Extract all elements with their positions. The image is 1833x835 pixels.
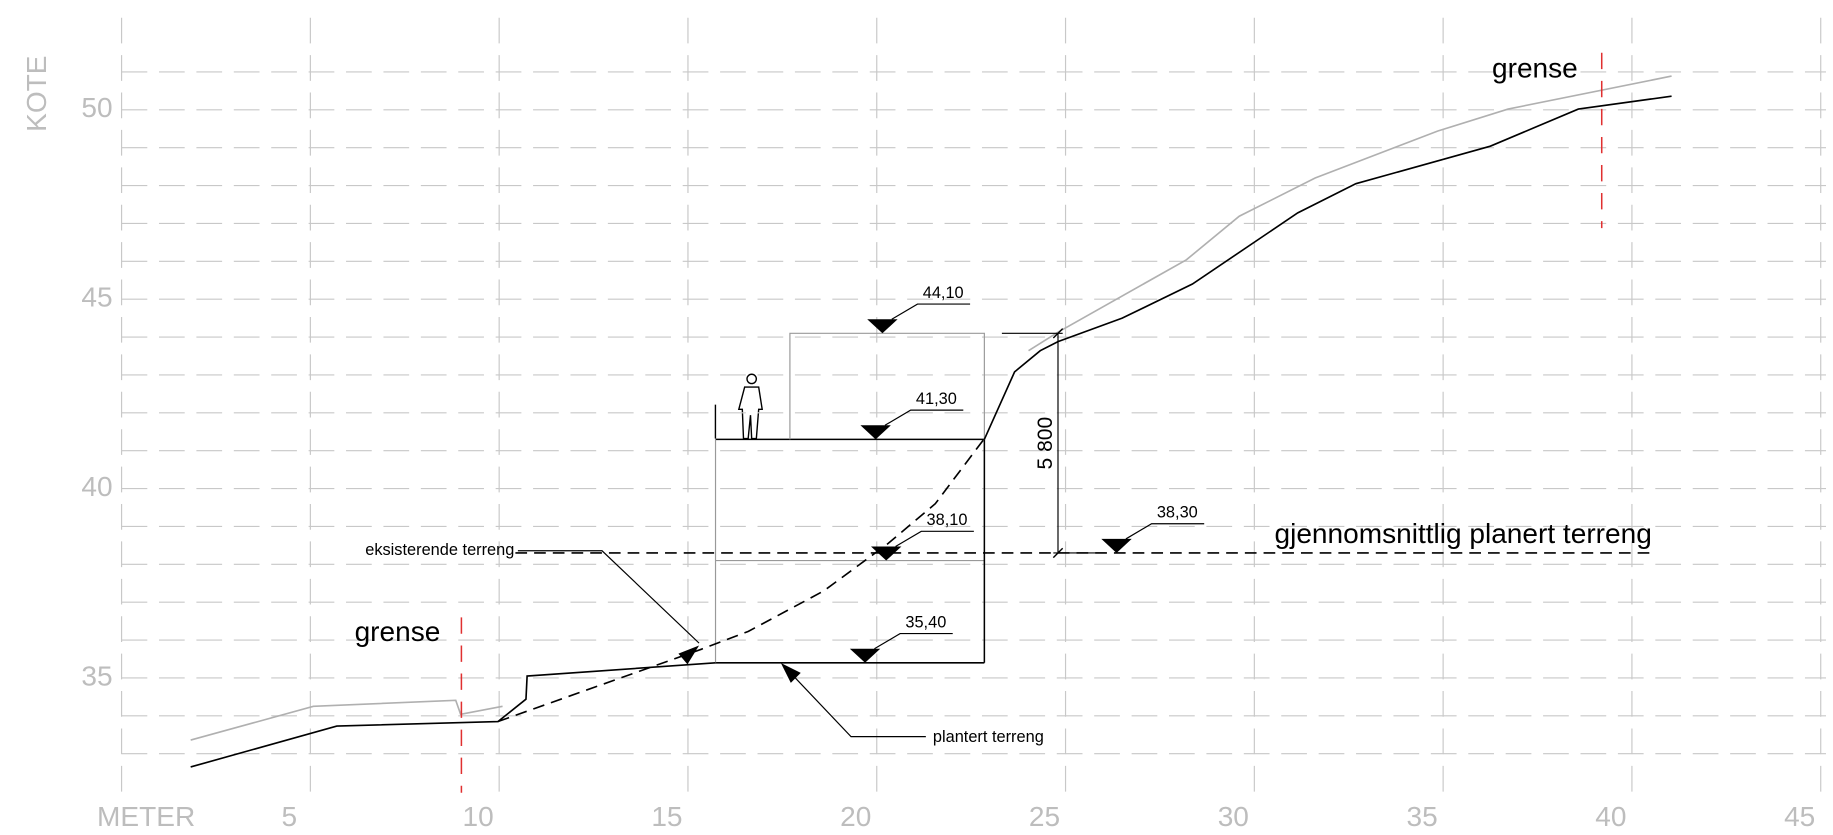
terrain-line — [190, 75, 1672, 741]
level-marker — [1101, 538, 1132, 553]
boundary-label: grense — [355, 616, 441, 647]
level-label: 38,30 — [1157, 504, 1198, 522]
callout-label: plantert terreng — [933, 728, 1044, 746]
level-marker — [860, 425, 891, 440]
level-leader — [1125, 523, 1205, 540]
x-tick-label: 10 — [463, 801, 494, 832]
x-tick-label: 5 — [282, 801, 298, 832]
level-marker — [870, 546, 902, 561]
terrain-line — [190, 95, 1672, 768]
terrain-line — [497, 438, 986, 723]
dimension-label: 5 800 — [1034, 417, 1057, 470]
x-tick-label: 40 — [1595, 801, 1626, 832]
level-marker — [867, 319, 898, 334]
y-tick-label: 45 — [81, 282, 112, 313]
dimension-tick — [1052, 328, 1064, 339]
building-upper — [789, 332, 985, 440]
level-leader — [891, 303, 971, 320]
x-tick-label: 45 — [1784, 801, 1815, 832]
x-tick-label: 25 — [1029, 801, 1060, 832]
level-label: 41,30 — [916, 390, 957, 408]
level-leader — [874, 632, 953, 650]
level-marker — [849, 648, 881, 663]
arrow-head — [780, 662, 801, 683]
level-label: 44,10 — [923, 284, 964, 302]
x-tick-label: 35 — [1406, 801, 1437, 832]
level-leader — [884, 409, 964, 426]
y-tick-label: 40 — [81, 471, 112, 502]
callout-label: eksisterende terreng — [365, 541, 514, 559]
x-tick-label: 20 — [840, 801, 871, 832]
y-tick-label: 35 — [81, 660, 112, 691]
y-axis-label: KOTE — [21, 55, 52, 131]
y-tick-label: 50 — [81, 92, 112, 123]
leader-line — [517, 550, 700, 644]
boundary-label: grense — [1492, 53, 1578, 84]
x-tick-label: 15 — [651, 801, 682, 832]
level-label: 38,10 — [927, 511, 968, 529]
arrow-head — [678, 645, 700, 665]
leader-line — [785, 667, 926, 738]
dimension-tick — [1052, 547, 1064, 559]
person — [714, 373, 764, 440]
x-axis-label: METER — [97, 801, 195, 832]
x-tick-label: 30 — [1218, 801, 1249, 832]
callout-label: gjennomsnittlig planert terreng — [1275, 518, 1652, 549]
level-leader — [895, 530, 974, 548]
level-label: 35,40 — [905, 613, 946, 631]
